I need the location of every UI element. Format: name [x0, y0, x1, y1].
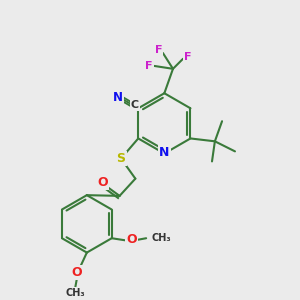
- Text: F: F: [146, 61, 153, 71]
- Text: O: O: [71, 266, 82, 279]
- Text: O: O: [97, 176, 108, 190]
- Text: O: O: [127, 233, 137, 246]
- Text: F: F: [155, 45, 162, 55]
- Text: C: C: [131, 100, 139, 110]
- Text: CH₃: CH₃: [65, 288, 85, 298]
- Text: N: N: [159, 146, 170, 159]
- Text: N: N: [112, 91, 123, 104]
- Text: F: F: [184, 52, 191, 62]
- Text: CH₃: CH₃: [152, 233, 172, 243]
- Text: S: S: [116, 152, 125, 165]
